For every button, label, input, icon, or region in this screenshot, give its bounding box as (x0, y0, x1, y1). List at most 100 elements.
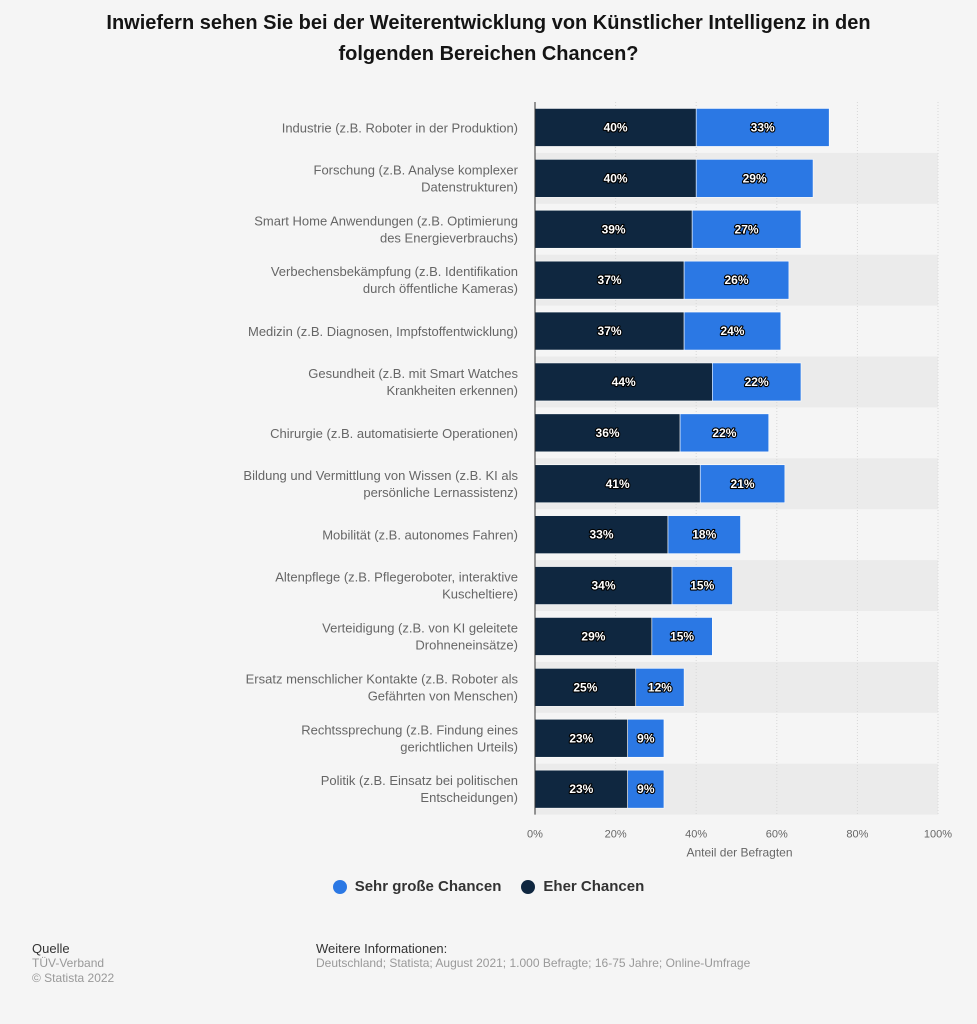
category-label: Chirurgie (z.B. automatisierte Operation… (270, 426, 518, 441)
data-label: 9% (637, 731, 655, 745)
category-label: Mobilität (z.B. autonomes Fahren) (322, 528, 518, 543)
category-label-line: Forschung (z.B. Analyse komplexer (314, 162, 519, 177)
bar-sehr-grosse-chancen (627, 718, 665, 758)
bar-sehr-grosse-chancen (695, 159, 814, 198)
bar-sehr-grosse-chancen (699, 464, 786, 504)
category-label-line: durch öffentliche Kameras) (363, 281, 518, 296)
bar-eher-chancen (534, 413, 681, 453)
category-label: Politik (z.B. Einsatz bei politischen Ent… (321, 773, 518, 805)
x-tick-label: 100% (924, 829, 952, 841)
x-tick-label: 0% (527, 829, 543, 841)
category-label-line: Entscheidungen) (420, 790, 518, 805)
category-label: Verteidigung (z.B. von KI geleitete Drohn… (322, 620, 518, 652)
category-label-line: Rechtssprechung (z.B. Findung eines (301, 722, 518, 737)
source-block: Quelle TÜV-Verband © Statista 2022 (32, 941, 114, 986)
category-label-line: Medizin (z.B. Diagnosen, Impfstoffentwic… (248, 324, 518, 339)
bar-sehr-grosse-chancen (651, 617, 713, 656)
info-header: Weitere Informationen: (316, 941, 448, 956)
category-label-line: Drohneneinsätze) (415, 637, 518, 652)
category-label-line: gerichtlichen Urteils) (400, 739, 518, 754)
data-label: 23% (569, 731, 593, 745)
x-tick-label: 60% (766, 829, 788, 841)
category-label: Gesundheit (z.B. mit Smart Watches Krankh… (308, 366, 518, 398)
bar-sehr-grosse-chancen (671, 566, 733, 605)
source-header: Quelle (32, 941, 70, 956)
category-label-line: Altenpflege (z.B. Pflegeroboter, interak… (275, 570, 518, 585)
bar-sehr-grosse-chancen (695, 108, 830, 147)
data-label: 23% (569, 782, 593, 796)
bar-sehr-grosse-chancen (712, 362, 802, 402)
bar-sehr-grosse-chancen (683, 311, 782, 351)
category-label-line: Verbechensbekämpfung (z.B. Identifikatio… (271, 264, 518, 279)
data-label: 34% (591, 579, 615, 593)
category-label: Medizin (z.B. Diagnosen, Impfstoffentwic… (248, 324, 518, 339)
bar-sehr-grosse-chancen (679, 413, 770, 453)
info-block: Weitere Informationen: Deutschland; Stat… (316, 941, 750, 971)
info-text: Deutschland; Statista; August 2021; 1.00… (316, 956, 751, 970)
data-label: 36% (596, 426, 620, 440)
bar-chart: 0% 20% 40% 60% 80% 100% Anteil der Befragten 40… (243, 102, 952, 860)
legend: Sehr große Chancen Eher Chancen (0, 878, 977, 895)
bar-eher-chancen (534, 464, 701, 504)
category-label-line: Bildung und Vermittlung von Wissen (z.B.… (243, 468, 518, 483)
data-label: 15% (690, 579, 714, 593)
data-label: 41% (606, 477, 630, 491)
x-tick-label: 80% (846, 829, 868, 841)
data-label: 44% (612, 375, 636, 389)
bar-eher-chancen (534, 260, 685, 300)
legend-item-sehr-grosse-chancen[interactable]: Sehr große Chancen (332, 878, 501, 895)
category-label: Smart Home Anwendungen (z.B. Optimierung… (254, 213, 518, 245)
data-label: 29% (581, 629, 605, 643)
bar-eher-chancen (534, 769, 628, 809)
chart-title: Inwiefern sehen Sie bei der Weiterentwic… (60, 8, 917, 70)
category-label: Verbechensbekämpfung (z.B. Identifikatio… (271, 264, 518, 296)
category-label-line: Verteidigung (z.B. von KI geleitete (322, 620, 518, 635)
bar-sehr-grosse-chancen (635, 668, 685, 707)
category-label-line: persönliche Lernassistenz) (363, 485, 518, 500)
bar-sehr-grosse-chancen (683, 260, 790, 300)
chart-title-line-1: Inwiefern sehen Sie bei der Weiterentwic… (106, 12, 871, 34)
data-label: 21% (731, 477, 755, 491)
category-label-line: des Energieverbrauchs) (380, 230, 518, 245)
category-label-line: Kuscheltiere) (442, 587, 518, 602)
data-label: 39% (602, 222, 626, 236)
copyright-line: © Statista 2022 (32, 971, 115, 985)
category-label-line: Smart Home Anwendungen (z.B. Optimierung (254, 213, 518, 228)
category-label-line: Chirurgie (z.B. automatisierte Operation… (270, 426, 518, 441)
legend-swatch-dark (521, 879, 536, 894)
legend-item-eher-chancen[interactable]: Eher Chancen (521, 878, 644, 895)
category-label: Rechtssprechung (z.B. Findung eines geric… (301, 722, 518, 754)
category-label: Bildung und Vermittlung von Wissen (z.B.… (243, 468, 518, 500)
data-label: 22% (745, 375, 769, 389)
category-label: Altenpflege (z.B. Pflegeroboter, interak… (275, 570, 518, 602)
chart-title-line-2: folgenden Bereichen Chancen? (338, 43, 639, 65)
bar-sehr-grosse-chancen (667, 515, 741, 554)
legend-swatch-light (332, 879, 347, 894)
data-label: 37% (598, 273, 622, 287)
category-label: Industrie (z.B. Roboter in der Produktio… (282, 120, 518, 135)
data-label: 27% (735, 222, 759, 236)
bar-eher-chancen (534, 515, 669, 554)
data-label: 33% (751, 120, 775, 134)
bar-eher-chancen (534, 362, 713, 402)
category-label-line: Gesundheit (z.B. mit Smart Watches (308, 366, 518, 381)
data-label: 37% (598, 324, 622, 338)
data-label: 12% (648, 680, 672, 694)
category-label-line: Mobilität (z.B. autonomes Fahren) (322, 528, 518, 543)
data-label: 18% (692, 528, 716, 542)
x-tick-label: 20% (605, 829, 627, 841)
category-label-line: Gefährten von Menschen) (368, 688, 518, 703)
category-label-line: Datenstrukturen) (421, 179, 518, 194)
data-label: 40% (604, 171, 628, 185)
bar-eher-chancen (534, 566, 673, 605)
legend-label: Eher Chancen (543, 878, 645, 895)
category-label-line: Industrie (z.B. Roboter in der Produktio… (282, 120, 518, 135)
category-label-line: Krankheiten erkennen) (386, 383, 518, 398)
x-axis-title: Anteil der Befragten (686, 846, 792, 860)
data-label: 33% (589, 528, 613, 542)
data-label: 9% (637, 782, 655, 796)
category-label-line: Ersatz menschlicher Kontakte (z.B. Robot… (246, 671, 519, 686)
bar-sehr-grosse-chancen (691, 209, 802, 249)
data-label: 24% (720, 324, 744, 338)
category-label: Ersatz menschlicher Kontakte (z.B. Robot… (246, 671, 519, 703)
